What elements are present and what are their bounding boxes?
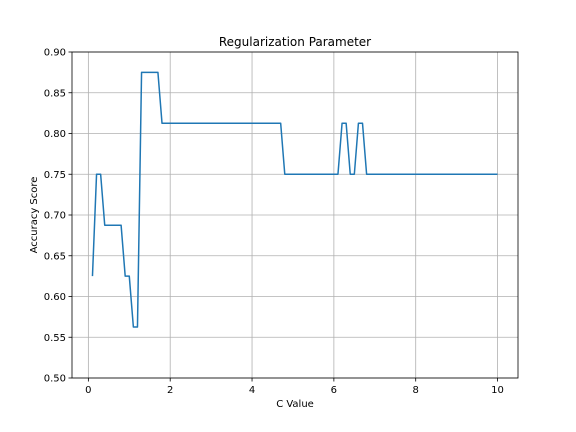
x-axis-label: C Value <box>276 399 314 410</box>
x-tick-label: 2 <box>167 385 173 396</box>
y-tick-label: 0.85 <box>44 88 66 99</box>
y-tick-label: 0.55 <box>44 333 66 344</box>
x-tick-label: 6 <box>331 385 337 396</box>
y-tick-label: 0.80 <box>44 129 66 140</box>
y-tick-label: 0.60 <box>44 292 66 303</box>
y-tick-label: 0.70 <box>44 211 66 222</box>
y-tick-label: 0.75 <box>44 170 66 181</box>
chart-title: Regularization Parameter <box>219 35 371 49</box>
x-tick-label: 0 <box>85 385 91 396</box>
y-tick-label: 0.50 <box>44 374 66 385</box>
series <box>91 71 498 328</box>
plot-frame <box>71 51 519 379</box>
series-line <box>91 71 498 328</box>
x-tick-label: 10 <box>491 385 504 396</box>
x-tick-label: 8 <box>413 385 419 396</box>
y-tick-label: 0.65 <box>44 251 66 262</box>
y-tick-label: 0.90 <box>44 48 66 59</box>
y-axis-label: Accuracy Score <box>29 177 40 254</box>
x-tick-label: 4 <box>249 385 255 396</box>
ticks: 0 2 4 6 8 10 0.50 0.55 0.60 0.65 0.70 0.75 0.80 0.85 0… <box>44 48 504 397</box>
